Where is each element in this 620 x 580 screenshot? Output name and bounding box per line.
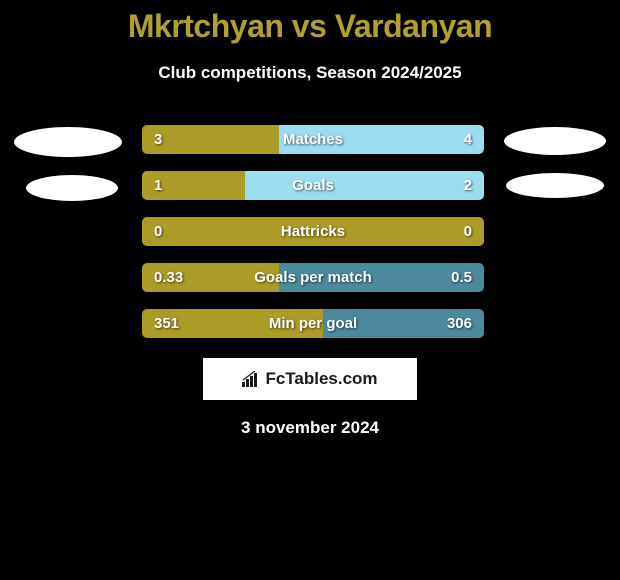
stat-label: Goals per match bbox=[254, 269, 372, 286]
left-value: 1 bbox=[154, 177, 162, 194]
date-text: 3 november 2024 bbox=[241, 418, 379, 438]
chart-icon bbox=[242, 371, 260, 387]
stat-bar: 0.33 Goals per match 0.5 bbox=[142, 263, 484, 292]
left-value: 351 bbox=[154, 315, 179, 332]
stat-bars: 3 Matches 4 1 Goals 2 0 Hattricks 0 0. bbox=[142, 125, 484, 338]
logo-text: FcTables.com bbox=[265, 369, 377, 389]
logo-box: FcTables.com bbox=[203, 358, 417, 400]
bar-left-fill bbox=[142, 125, 279, 154]
stat-bar: 351 Min per goal 306 bbox=[142, 309, 484, 338]
right-player-badges bbox=[504, 125, 606, 198]
left-player-badges bbox=[14, 125, 122, 201]
right-value: 4 bbox=[464, 131, 472, 148]
stat-label: Min per goal bbox=[269, 315, 357, 332]
left-value: 0 bbox=[154, 223, 162, 240]
stat-bar: 1 Goals 2 bbox=[142, 171, 484, 200]
left-value: 3 bbox=[154, 131, 162, 148]
player-badge-ellipse bbox=[504, 127, 606, 155]
right-value: 2 bbox=[464, 177, 472, 194]
bar-right-fill bbox=[245, 171, 484, 200]
left-value: 0.33 bbox=[154, 269, 183, 286]
player-badge-ellipse bbox=[506, 173, 604, 198]
player-badge-ellipse bbox=[14, 127, 122, 157]
right-value: 306 bbox=[447, 315, 472, 332]
subtitle: Club competitions, Season 2024/2025 bbox=[0, 63, 620, 83]
player-badge-ellipse bbox=[26, 175, 118, 201]
footer: FcTables.com 3 november 2024 bbox=[0, 358, 620, 438]
stat-label: Goals bbox=[292, 177, 334, 194]
main-area: 3 Matches 4 1 Goals 2 0 Hattricks 0 0. bbox=[0, 125, 620, 338]
page-title: Mkrtchyan vs Vardanyan bbox=[0, 8, 620, 45]
right-value: 0 bbox=[464, 223, 472, 240]
stat-label: Hattricks bbox=[281, 223, 345, 240]
comparison-infographic: Mkrtchyan vs Vardanyan Club competitions… bbox=[0, 0, 620, 438]
right-value: 0.5 bbox=[451, 269, 472, 286]
stat-bar: 3 Matches 4 bbox=[142, 125, 484, 154]
stat-label: Matches bbox=[283, 131, 343, 148]
stat-bar: 0 Hattricks 0 bbox=[142, 217, 484, 246]
